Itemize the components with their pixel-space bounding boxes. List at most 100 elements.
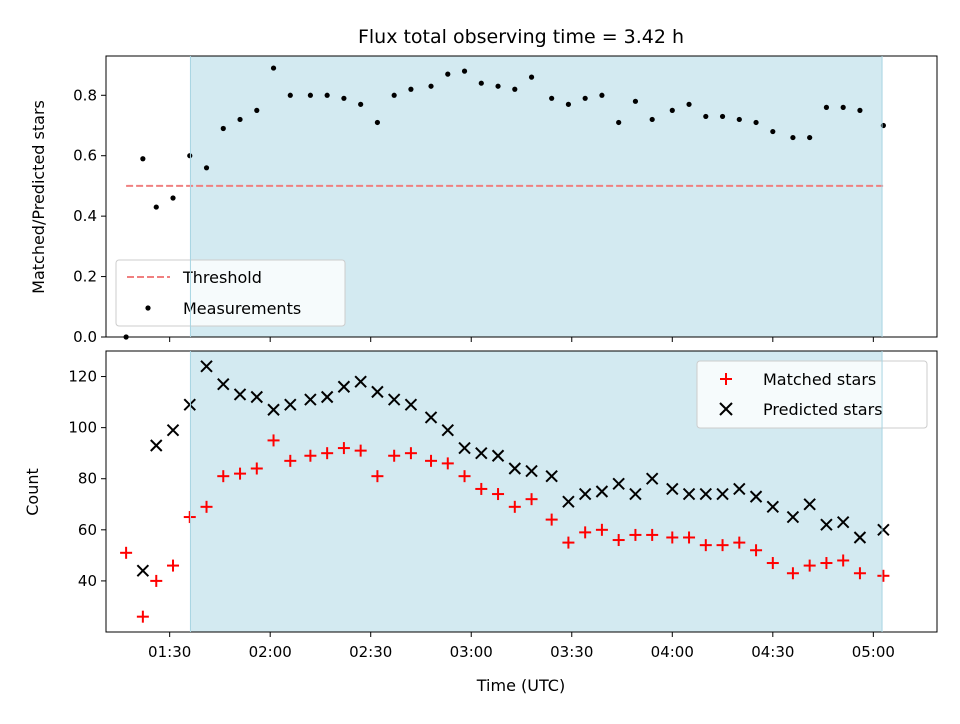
predicted-star-point [562,495,575,508]
matched-star-point [136,610,149,623]
predicted-star-point [803,498,816,511]
matched-star-point [234,467,247,480]
measurement-point [703,113,709,120]
y-tick-label: 60 [78,521,97,539]
measurement-point [461,68,468,74]
measurement-point [599,92,605,98]
predicted-star-point [716,487,729,501]
predicted-star-point [612,477,625,491]
matched-star-point [371,470,384,483]
predicted-star-point [491,449,505,462]
predicted-star-point [183,398,196,411]
x-tick-label: 02:30 [349,643,392,661]
chart-title: Flux total observing time = 3.42 h [358,26,684,48]
matched-star-point [492,488,505,501]
measurement-point [307,92,313,98]
matched-star-point [716,539,729,552]
predicted-star-point [304,393,317,406]
predicted-star-point [525,464,538,478]
measurement-point [358,101,364,107]
matched-star-point [404,447,417,460]
matched-star-point [612,534,625,547]
measurement-point [857,107,863,113]
predicted-star-point [578,487,592,501]
measurement-point [770,128,776,135]
predicted-star-point [284,398,297,411]
predicted-star-point [595,485,609,498]
predicted-star-point [629,487,642,501]
y-tick-label: 0.2 [73,268,97,286]
matched-star-point [150,574,163,587]
matched-star-point [803,559,816,572]
bottom-axes-frame [105,350,938,633]
predicted-star-point [699,487,713,501]
matched-star-point [354,444,367,457]
matched-star-point [183,511,196,524]
x-tick-label: 01:30 [148,643,191,661]
measurement-point [840,104,846,110]
measurement-point [374,119,381,126]
measurement-point [632,98,639,104]
matched-star-point [853,567,866,580]
x-tick-label: 05:00 [852,643,895,661]
matched-star-point [475,482,488,495]
predicted-star-point [645,472,659,485]
measurement-point [391,92,397,98]
legend-matched-label: Matched stars [763,370,876,389]
matched-star-point [786,567,799,580]
predicted-star-point [217,378,230,391]
matched-star-point [562,536,575,549]
predicted-star-point [836,515,850,529]
matched-star-point [545,513,558,526]
measurement-point [428,83,434,89]
predicted-star-point [766,500,780,514]
predicted-star-point [441,423,454,437]
top-y-axis-label: Matched/Predicted stars [29,100,48,294]
measurement-point [719,113,726,120]
measurement-point [237,116,243,123]
matched-star-point [321,447,334,460]
matched-star-point [629,528,642,541]
legend-measurements-label: Measurements [183,299,301,318]
bottom-x-ticks: 01:30 02:00 02:30 03:00 03:30 04:00 04:30 05:00 [148,632,895,661]
measurement-point [549,95,555,101]
matched-star-point [458,470,471,483]
matched-star-point [733,536,746,549]
y-tick-label: 100 [68,419,97,437]
y-tick-label: 0.0 [73,328,97,346]
measurement-point [736,116,742,123]
predicted-star-point [250,390,263,404]
measurement-point [790,134,796,141]
measurement-point [616,119,622,126]
matched-star-point [666,531,679,544]
predicted-stars-points [136,360,890,577]
top-panel: 0.00.20.40.60.8 Matched/Predicted stars … [29,55,938,346]
matched-star-point [217,470,230,483]
measurement-point [153,204,159,210]
y-tick-label: 120 [68,368,97,386]
predicted-star-point [733,482,746,496]
predicted-star-point [475,446,488,460]
x-tick-label: 04:30 [751,643,794,661]
y-tick-label: 40 [78,572,97,590]
x-tick-label: 04:00 [651,643,694,661]
measurement-point [341,95,347,101]
predicted-star-point [508,462,522,475]
matched-star-point [284,454,297,467]
matched-star-point [525,493,538,506]
bottom-y-axis-label: Count [23,468,42,516]
measurement-points [123,65,886,340]
matched-star-point [766,557,779,570]
bottom-panel: 40 60 80 100 120 01:30 02:00 02:30 03:00 03:30 04… [23,350,938,695]
matched-star-point [250,462,263,475]
top-axes-frame [105,55,938,338]
matched-star-point [120,546,133,559]
x-tick-label: 02:00 [249,643,292,661]
matched-star-point [304,449,317,462]
legend-measurements-swatch [145,305,151,311]
measurement-point [220,125,226,132]
matched-star-point [425,454,438,467]
measurement-point [753,119,759,126]
predicted-star-point [150,439,163,452]
measurement-point [445,71,451,77]
